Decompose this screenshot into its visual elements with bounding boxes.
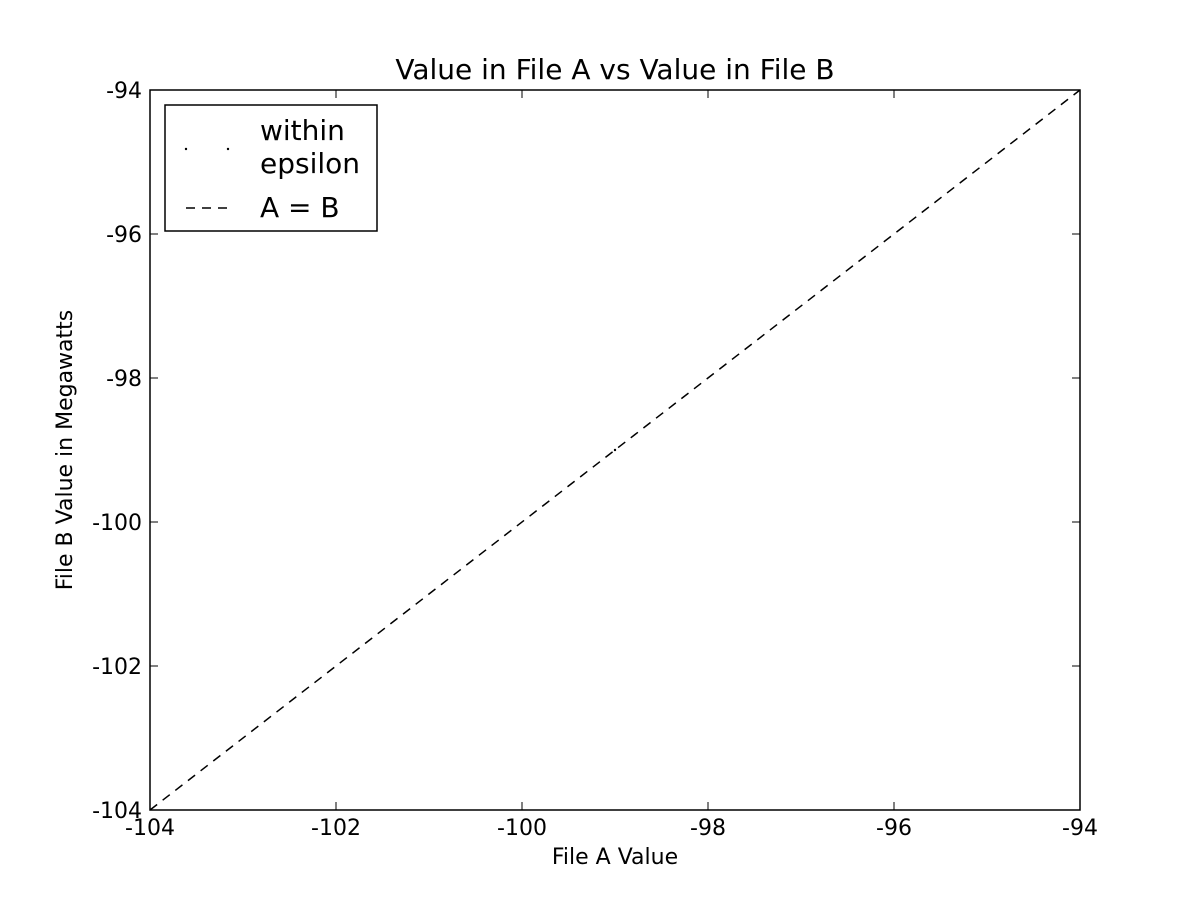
plot-frame [149,89,1081,811]
x-axis-title: File A Value [552,845,678,870]
x-tick-label: -94 [1062,816,1098,841]
x-axis: -104 -102 -100 -98 -96 -94 [125,90,1098,841]
x-tick-label: -100 [497,816,547,841]
y-axis: -94 -96 -98 -100 -102 -104 [92,79,1080,824]
legend-label-within-epsilon-line2: epsilon [260,147,360,180]
legend-box [164,104,378,232]
legend-marker-point [184,147,188,151]
y-tick-label: -104 [92,799,142,824]
legend-marker-point [226,147,230,151]
x-tick-label: -104 [125,816,175,841]
legend-label-within-epsilon-line1: within [260,114,345,147]
x-tick-label: -98 [690,816,726,841]
x-tick-label: -102 [311,816,361,841]
y-tick-label: -94 [106,79,142,104]
legend-label-a-equals-b: A = B [260,191,340,224]
data-point-within-epsilon [613,448,617,452]
legend: within epsilon A = B [164,104,378,232]
y-tick-label: -102 [92,655,142,680]
y-tick-label: -100 [92,511,142,536]
series-line-a-b [149,89,1081,811]
y-axis-title: File B Value in Megawatts [53,310,78,591]
y-tick-label: -96 [106,223,142,248]
chart-title: Value in File A vs Value in File B [395,53,834,86]
x-tick-label: -96 [876,816,912,841]
series-layer [149,89,1081,811]
y-tick-label: -98 [106,367,142,392]
